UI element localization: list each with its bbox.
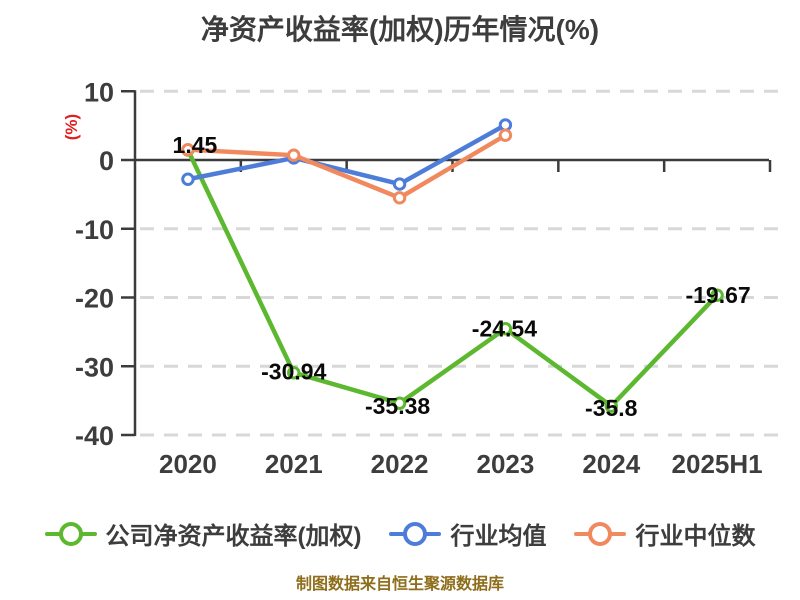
plot-area: 10 0 -10 -20 -30 -40 2020 2021 2022 2023 2024 2025H…: [75, 77, 781, 479]
svg-text:2023: 2023: [476, 449, 534, 479]
svg-text:-24.54: -24.54: [472, 316, 537, 342]
svg-text:2020: 2020: [159, 449, 217, 479]
legend-marker-company-icon: [44, 521, 97, 547]
svg-text:0: 0: [99, 146, 114, 176]
svg-text:1.45: 1.45: [173, 132, 218, 158]
svg-text:-30: -30: [75, 352, 114, 382]
svg-text:-10: -10: [75, 215, 114, 245]
data-source-note: 制图数据来自恒生聚源数据库: [295, 576, 504, 593]
svg-text:2021: 2021: [265, 449, 323, 479]
legend-label-company: 公司净资产收益率(加权): [105, 523, 362, 550]
svg-text:2022: 2022: [371, 449, 429, 479]
svg-text:10: 10: [84, 77, 114, 107]
svg-text:2025H1: 2025H1: [672, 449, 763, 479]
chart-title: 净资产收益率(加权)历年情况(%): [200, 14, 600, 45]
svg-text:2024: 2024: [582, 449, 640, 479]
svg-text:-35.38: -35.38: [365, 393, 430, 419]
svg-text:-30.94: -30.94: [261, 359, 326, 385]
legend-item-company-roe: 公司净资产收益率(加权): [44, 516, 362, 551]
svg-text:-20: -20: [75, 284, 114, 314]
legend-item-industry-mean: 行业均值: [389, 516, 546, 551]
legend: 公司净资产收益率(加权) 行业均值 行业中位数: [0, 516, 800, 551]
legend-item-industry-median: 行业中位数: [574, 516, 755, 551]
legend-marker-industry-median-icon: [574, 521, 627, 547]
legend-marker-industry-mean-icon: [389, 521, 442, 547]
legend-label-industry-mean: 行业均值: [450, 523, 547, 550]
legend-label-industry-median: 行业中位数: [635, 523, 756, 550]
svg-text:-35.8: -35.8: [585, 395, 638, 421]
svg-text:-19.67: -19.67: [685, 282, 750, 308]
svg-text:-40: -40: [75, 421, 114, 451]
